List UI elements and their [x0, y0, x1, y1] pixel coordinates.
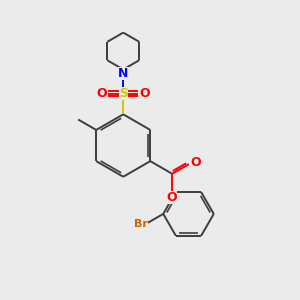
Text: S: S — [119, 87, 128, 100]
Text: O: O — [96, 87, 107, 100]
Text: N: N — [118, 67, 128, 80]
Text: O: O — [140, 87, 150, 100]
Text: O: O — [166, 191, 177, 204]
Text: Br: Br — [134, 219, 148, 229]
Text: O: O — [190, 156, 201, 169]
